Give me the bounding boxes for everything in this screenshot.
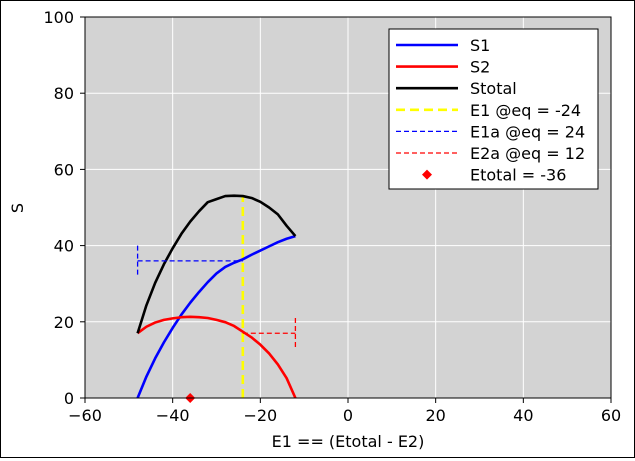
x-tick-label: −20 (243, 406, 277, 425)
y-tick-label: 40 (54, 237, 74, 256)
legend: S1 S2 Stotal E1 @eq = -24 E1a @eq = 24 E2a @e… (388, 28, 599, 190)
legend-label-etotal-36: Etotal = -36 (470, 166, 566, 185)
legend-label-e1-eq-24: E1 @eq = -24 (470, 101, 581, 120)
series-layer (136, 194, 297, 403)
x-tick-label: 0 (343, 406, 353, 425)
legend-label-stotal: Stotal (470, 79, 517, 98)
x-tick-label: 20 (425, 406, 445, 425)
series-line-s1 (136, 234, 296, 399)
series-line-stotal (136, 194, 297, 334)
axis-ticks: −60 −40 −20 0 20 40 60 0 20 40 60 80 100 (43, 8, 621, 425)
legend-label-e1a-eq-24: E1a @eq = 24 (470, 122, 585, 141)
x-tick-label: 60 (601, 406, 621, 425)
legend-label-e2a-eq-12: E2a @eq = 12 (470, 144, 585, 163)
x-tick-label: −60 (68, 406, 102, 425)
series-line-s2 (136, 315, 297, 399)
y-tick-label: 0 (64, 389, 74, 408)
x-tick-label: 40 (513, 406, 533, 425)
legend-label-s2: S2 (470, 58, 490, 77)
x-axis-label: E1 == (Etotal - E2) (272, 432, 425, 451)
y-tick-label: 100 (43, 8, 74, 27)
legend-label-s1: S1 (470, 36, 490, 55)
y-tick-label: 80 (54, 84, 74, 103)
y-tick-label: 20 (54, 313, 74, 332)
x-tick-label: −40 (156, 406, 190, 425)
legend-box (388, 28, 599, 190)
y-axis-label: S (8, 203, 27, 213)
y-tick-label: 60 (54, 160, 74, 179)
legend-swatch-etotal-36 (422, 169, 432, 180)
